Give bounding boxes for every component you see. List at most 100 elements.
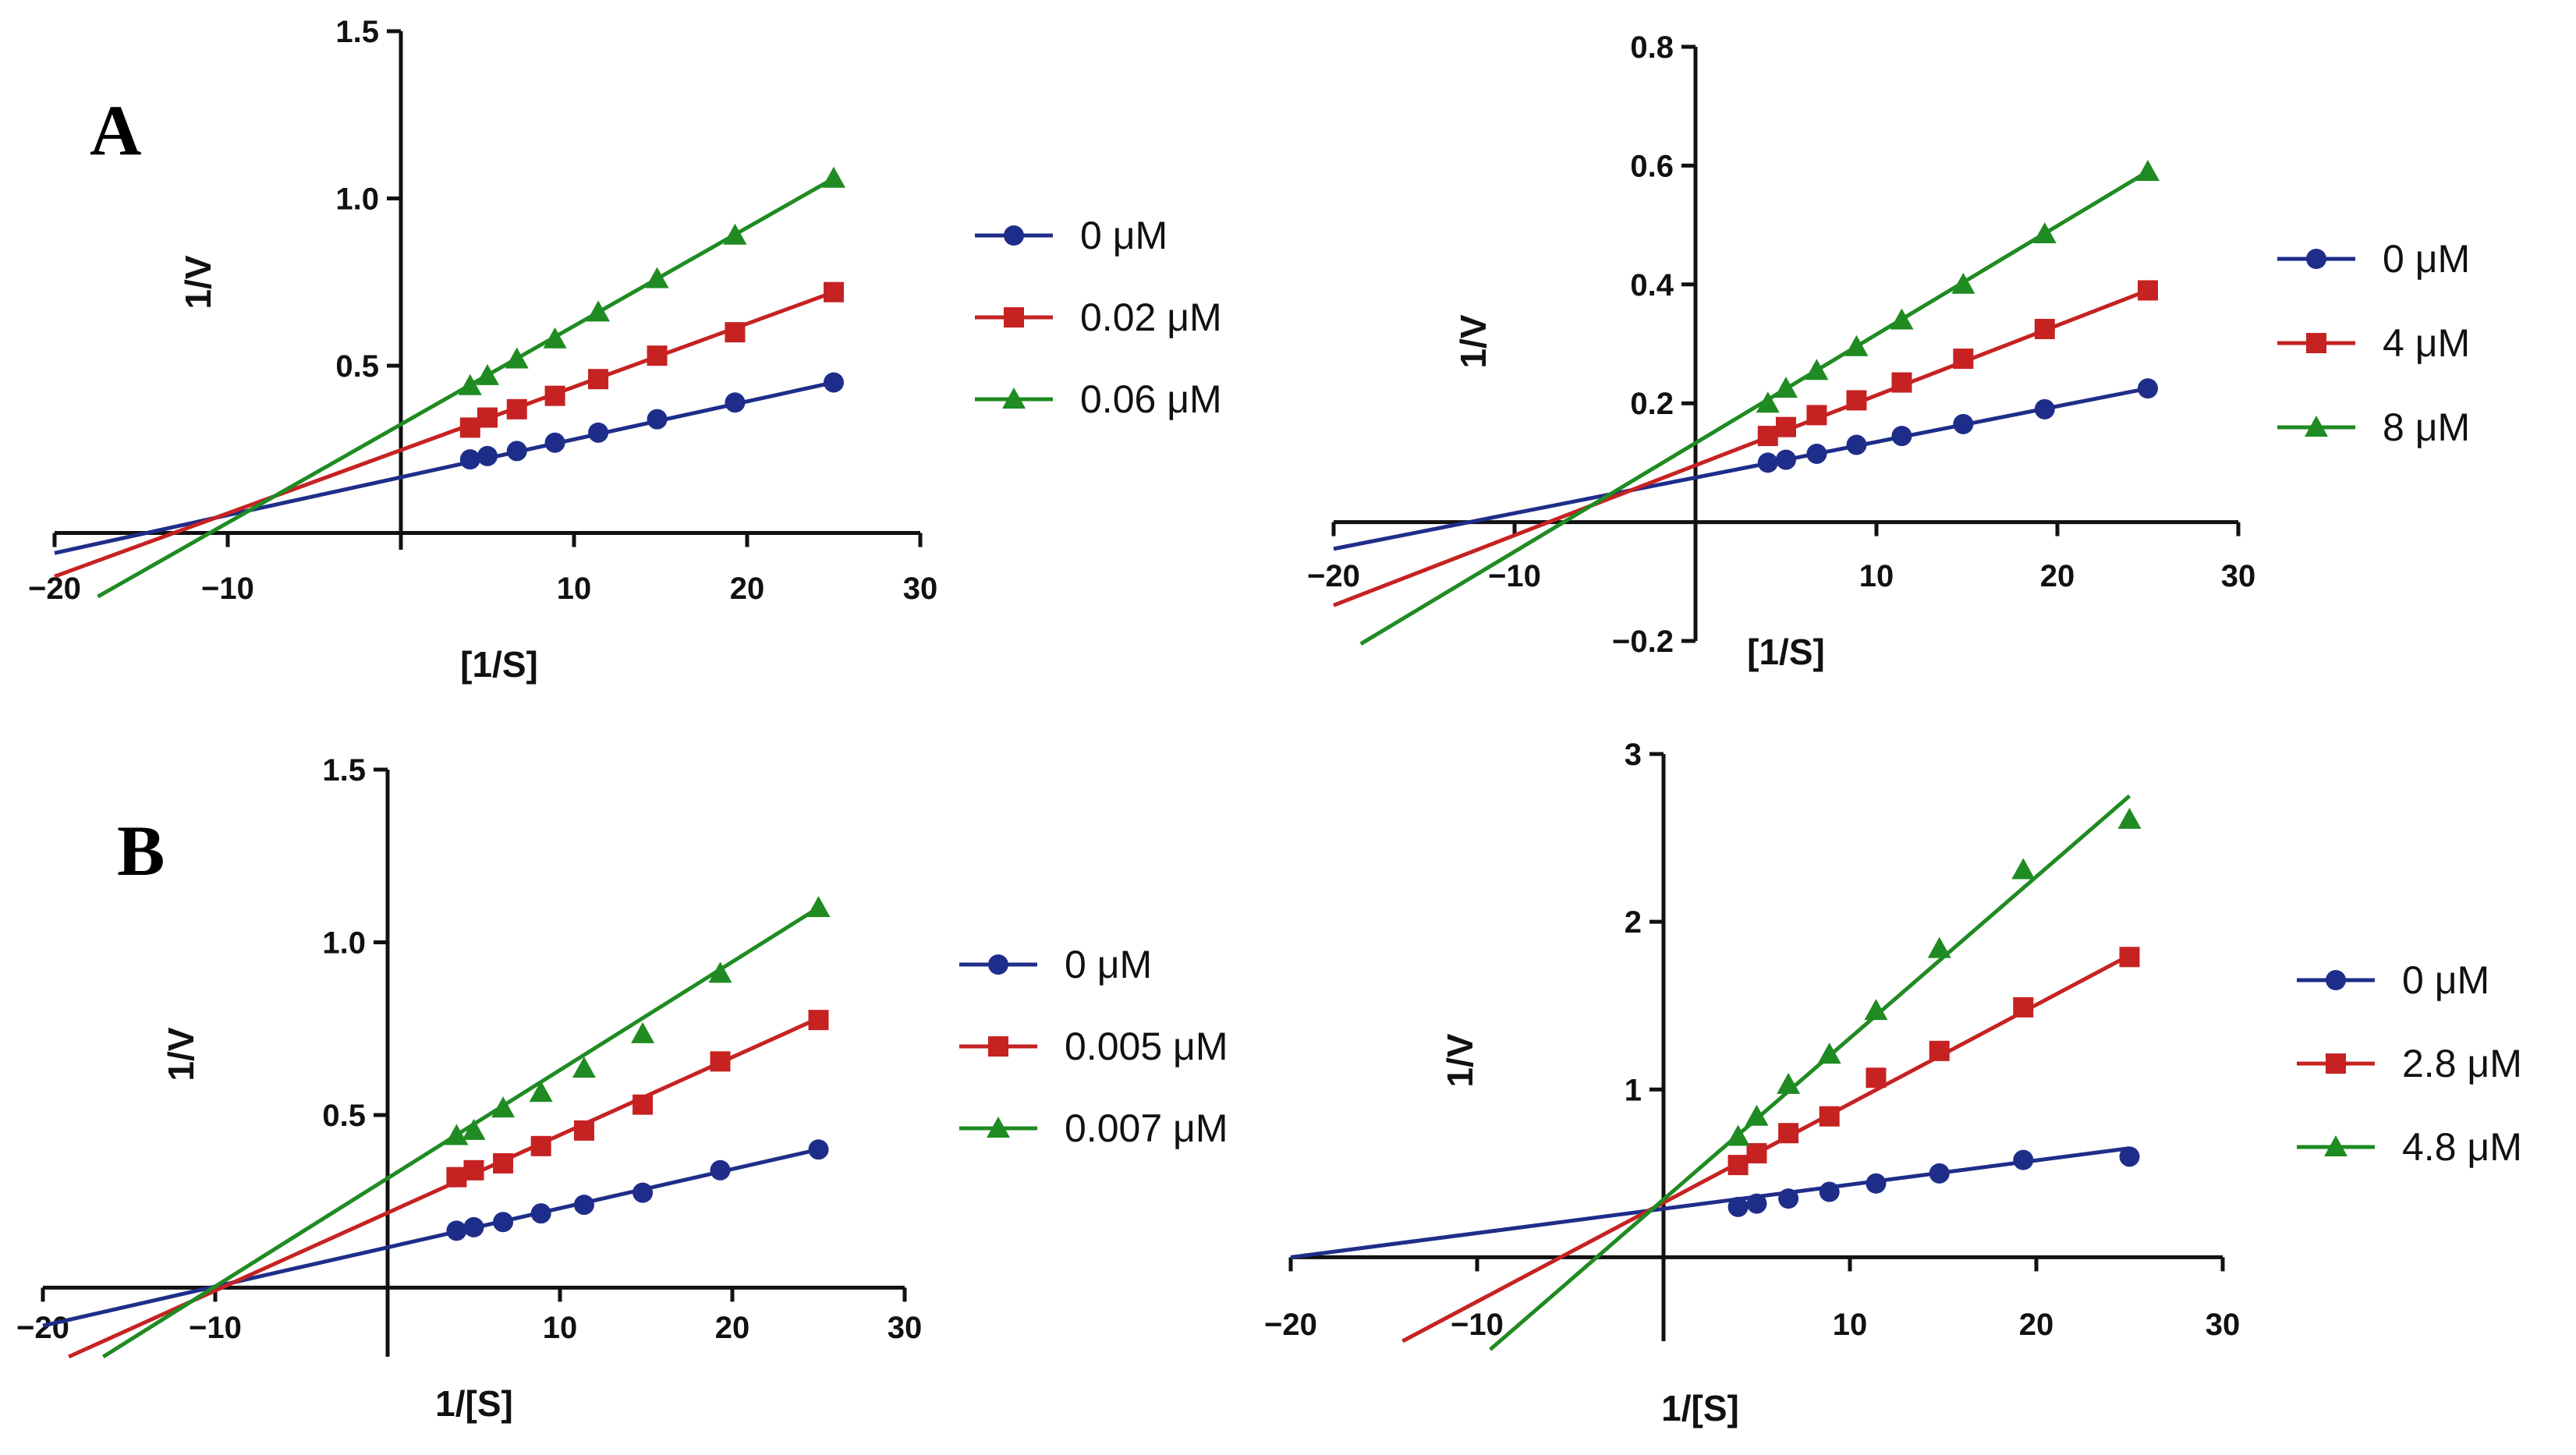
- legend-item: 4.8 μM: [2297, 1125, 2522, 1169]
- y-tick-label: 1: [1625, 1073, 1642, 1107]
- x-tick-label: 10: [543, 1311, 578, 1345]
- series-0: [1333, 378, 2158, 551]
- data-point: [1844, 335, 1869, 356]
- data-point: [1756, 391, 1780, 413]
- data-point: [476, 363, 499, 385]
- legend-marker: [988, 1036, 1008, 1057]
- x-tick-label: 30: [2221, 559, 2256, 593]
- data-point: [1806, 405, 1827, 426]
- x-tick-label: −20: [1264, 1308, 1317, 1342]
- y-tick-label: 1.5: [335, 15, 379, 49]
- x-axis-title: [1/S]: [1747, 632, 1825, 672]
- data-point: [725, 392, 746, 413]
- panel-label-b: B: [117, 811, 165, 890]
- data-point: [1778, 1188, 1799, 1209]
- data-point: [1817, 1043, 1841, 1064]
- fit-line: [54, 381, 834, 555]
- legend-item: 0 μM: [975, 214, 1168, 257]
- data-point: [493, 1152, 514, 1174]
- x-axis-title: 1/[S]: [435, 1383, 513, 1424]
- data-point: [1866, 1173, 1887, 1194]
- data-point: [1726, 1124, 1750, 1146]
- fit-line: [1333, 289, 2149, 607]
- x-tick-label: −20: [28, 572, 81, 606]
- data-point: [1846, 390, 1867, 411]
- data-point: [573, 1195, 594, 1216]
- series-2: [1489, 794, 2142, 1351]
- data-point: [572, 1057, 596, 1078]
- legend-marker: [1004, 307, 1024, 327]
- data-point: [1929, 1040, 1950, 1061]
- data-point: [1746, 1193, 1767, 1214]
- y-tick-label: 1.5: [322, 753, 366, 788]
- data-point: [710, 1051, 731, 1072]
- data-point: [1776, 416, 1796, 437]
- y-axis-title: 1/V: [178, 255, 218, 309]
- fit-line: [1489, 794, 2131, 1351]
- data-point: [477, 445, 498, 466]
- data-point: [463, 1159, 484, 1181]
- series-0: [1290, 1146, 2140, 1259]
- data-point: [1891, 372, 1912, 393]
- legend-item: 0 μM: [959, 943, 1152, 986]
- y-tick-label: 0.6: [1630, 149, 1674, 183]
- data-point: [1890, 308, 1914, 330]
- data-point: [588, 422, 609, 443]
- data-point: [1891, 426, 1912, 447]
- fit-line: [42, 1147, 820, 1328]
- legend-item: 0.005 μM: [959, 1025, 1228, 1068]
- data-point: [1757, 426, 1778, 447]
- data-point: [573, 1120, 594, 1141]
- data-point: [2119, 1146, 2140, 1167]
- data-point: [808, 1139, 829, 1160]
- data-point: [1951, 272, 1975, 294]
- y-axis-title: 1/V: [1440, 1033, 1480, 1087]
- data-point: [631, 1021, 655, 1043]
- y-tick-label: 2: [1625, 905, 1642, 940]
- data-point: [1805, 359, 1829, 381]
- x-tick-label: −10: [201, 572, 254, 606]
- x-tick-label: 20: [2040, 559, 2075, 593]
- data-point: [632, 1182, 654, 1203]
- data-point: [493, 1212, 514, 1233]
- data-point: [2117, 807, 2142, 829]
- data-point: [1953, 413, 1974, 434]
- legend-item: 8 μM: [2277, 405, 2470, 449]
- y-tick-label: 1.0: [335, 182, 379, 217]
- data-point: [824, 281, 844, 303]
- y-tick-label: 0.2: [1630, 387, 1674, 421]
- series-1: [1333, 280, 2158, 607]
- data-point: [822, 166, 845, 188]
- data-point: [2011, 858, 2036, 880]
- data-point: [1929, 1163, 1950, 1184]
- fit-line: [1333, 386, 2149, 551]
- data-point: [1776, 449, 1796, 470]
- data-point: [462, 1118, 486, 1140]
- legend-label: 0 μM: [2402, 958, 2489, 1002]
- x-tick-label: 10: [1833, 1308, 1868, 1342]
- data-point: [2032, 222, 2057, 244]
- data-point: [506, 398, 527, 420]
- data-point: [588, 369, 609, 390]
- y-tick-label: 0.5: [335, 349, 379, 384]
- data-point: [2034, 398, 2055, 420]
- data-point: [446, 1166, 467, 1188]
- fit-line: [1359, 169, 2149, 646]
- data-point: [1745, 1104, 1769, 1126]
- legend-label: 0 μM: [1065, 943, 1152, 986]
- x-tick-label: −10: [1451, 1308, 1504, 1342]
- series-2: [102, 896, 831, 1359]
- legend-marker: [2326, 1053, 2346, 1074]
- x-tick-label: −20: [16, 1311, 69, 1345]
- data-point: [543, 327, 567, 349]
- data-point: [1819, 1181, 1840, 1202]
- y-axis-title: 1/V: [161, 1027, 201, 1081]
- data-point: [806, 896, 831, 918]
- y-tick-label: 0.4: [1630, 268, 1674, 303]
- data-point: [530, 1135, 551, 1156]
- data-point: [458, 373, 482, 395]
- x-tick-label: −10: [1488, 559, 1541, 593]
- legend-item: 0.06 μM: [975, 377, 1222, 421]
- data-point: [2136, 160, 2160, 182]
- y-axis-title: 1/V: [1453, 314, 1494, 368]
